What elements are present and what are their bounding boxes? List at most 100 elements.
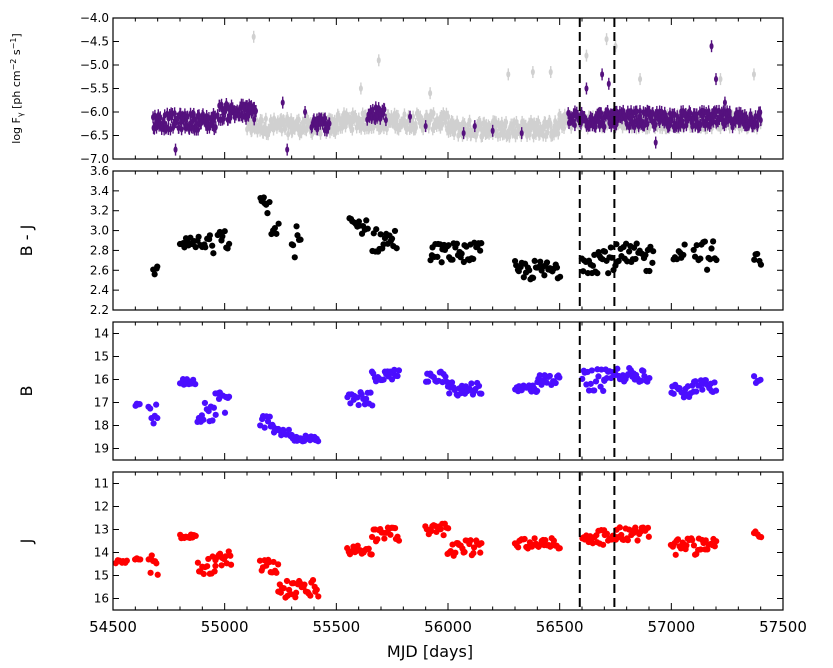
data-point xyxy=(213,124,218,131)
data-point xyxy=(526,267,533,274)
data-point xyxy=(212,411,219,418)
data-point xyxy=(315,593,322,600)
data-point xyxy=(210,404,218,411)
data-point xyxy=(227,561,235,568)
data-point xyxy=(614,365,621,372)
data-point xyxy=(615,257,622,264)
data-point xyxy=(515,544,522,551)
data-point xyxy=(548,120,553,128)
data-point xyxy=(283,577,291,585)
data-point xyxy=(313,586,320,593)
data-point xyxy=(380,376,387,383)
data-point xyxy=(504,118,509,126)
data-point xyxy=(226,240,233,248)
y-tick-label: 16 xyxy=(94,592,109,606)
data-point xyxy=(309,577,317,584)
y-tick-label: 13 xyxy=(94,523,109,537)
data-point xyxy=(478,390,485,397)
data-point xyxy=(646,267,653,275)
y-tick-label: 14 xyxy=(94,546,109,560)
data-point xyxy=(713,538,720,545)
data-point xyxy=(599,110,604,117)
data-point xyxy=(751,71,756,78)
data-point xyxy=(228,114,233,121)
data-point xyxy=(546,372,553,380)
data-point xyxy=(744,114,749,121)
data-point xyxy=(374,536,381,543)
data-point xyxy=(600,541,607,548)
data-point xyxy=(758,534,765,541)
data-point xyxy=(365,545,372,552)
data-point xyxy=(604,35,609,43)
data-point xyxy=(697,255,704,262)
y-tick-label: 2.8 xyxy=(90,243,109,257)
data-point xyxy=(368,551,375,558)
data-point xyxy=(370,106,375,114)
data-point xyxy=(550,537,557,544)
data-point xyxy=(273,230,280,237)
data-point xyxy=(536,372,543,379)
data-point xyxy=(252,116,257,123)
data-point xyxy=(136,401,143,408)
data-point xyxy=(194,559,201,566)
data-point xyxy=(562,124,567,132)
data-point xyxy=(633,240,640,247)
data-point xyxy=(552,379,559,387)
data-point xyxy=(632,255,639,263)
data-point xyxy=(448,379,456,386)
data-point xyxy=(376,57,381,64)
data-point xyxy=(603,530,611,537)
panel-B: 14 15 16 17 18 19 B xyxy=(17,321,784,461)
y-tick-label: 16 xyxy=(94,373,109,387)
data-point xyxy=(440,121,445,128)
data-point xyxy=(595,373,602,380)
data-point xyxy=(283,125,288,133)
data-point xyxy=(206,232,213,239)
data-point xyxy=(675,113,680,120)
data-point xyxy=(680,251,687,259)
y-tick-label: −6.5 xyxy=(80,129,109,143)
data-point xyxy=(694,111,699,118)
y-tick-label: 12 xyxy=(94,500,109,514)
panel-J: 11 12 13 14 15 16 J xyxy=(17,471,784,611)
data-point xyxy=(470,255,477,263)
data-point xyxy=(722,99,727,106)
data-point xyxy=(468,380,475,387)
data-point xyxy=(364,225,371,232)
data-point xyxy=(646,375,653,382)
x-axis-label: MJD [days] xyxy=(387,642,473,661)
data-point xyxy=(431,110,436,117)
data-point xyxy=(606,80,611,88)
data-point xyxy=(384,125,389,133)
y-tick-label: 3.4 xyxy=(90,184,109,198)
data-point xyxy=(588,367,595,374)
data-point xyxy=(383,116,388,124)
data-point xyxy=(645,120,650,128)
panel-color: 2.2 2.4 2.6 2.8 3.0 3.2 3.4 3.6 B - J xyxy=(17,164,784,317)
data-point xyxy=(413,124,418,131)
data-point xyxy=(537,258,544,265)
data-point xyxy=(437,526,444,533)
data-point xyxy=(377,231,384,238)
y-tick-label: 2.4 xyxy=(90,283,109,297)
data-point xyxy=(286,131,291,138)
data-point xyxy=(266,413,273,420)
data-point xyxy=(653,121,658,128)
data-point xyxy=(699,386,706,393)
x-tick-label: 56000 xyxy=(424,618,472,636)
y-tick-label: −5.0 xyxy=(80,58,109,72)
data-point xyxy=(354,542,361,549)
data-point xyxy=(640,367,647,375)
data-point xyxy=(263,115,268,122)
data-point xyxy=(670,390,677,397)
data-point xyxy=(264,418,272,425)
data-point xyxy=(216,228,223,236)
data-point xyxy=(702,377,709,384)
data-point xyxy=(393,245,400,252)
data-point xyxy=(221,228,228,235)
data-point xyxy=(296,116,301,123)
data-point xyxy=(474,133,479,140)
data-point xyxy=(303,108,308,116)
data-point xyxy=(275,561,282,568)
data-point xyxy=(423,122,428,130)
